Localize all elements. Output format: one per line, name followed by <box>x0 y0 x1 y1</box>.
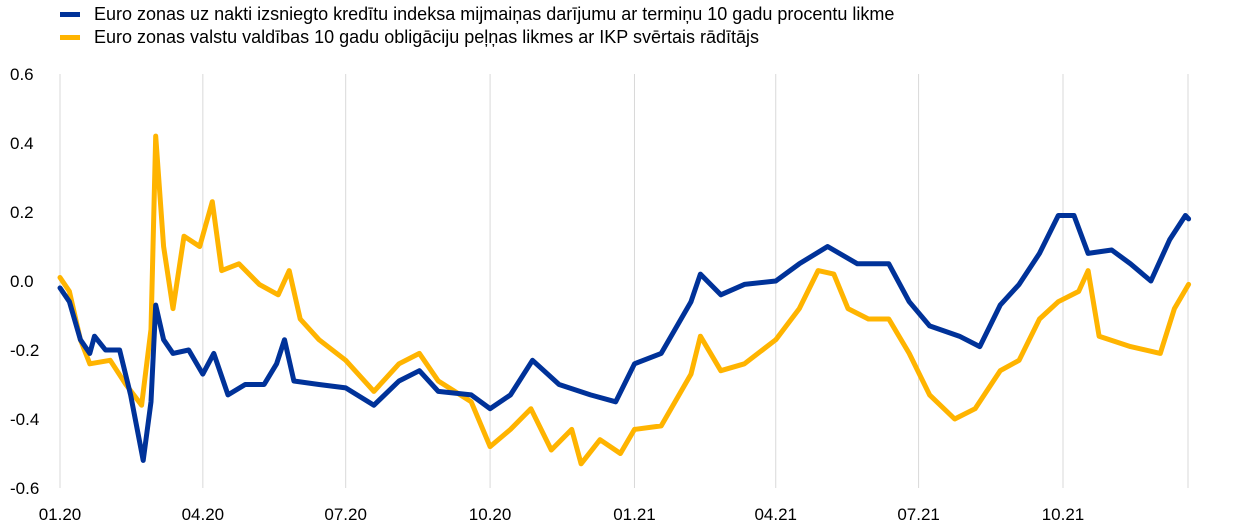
y-tick-label: 0.6 <box>10 65 34 84</box>
legend-item-bond-yield: Euro zonas valstu valdības 10 gadu oblig… <box>60 26 894 49</box>
series-line-ois-rate <box>57 213 1192 463</box>
x-tick-label: 10.20 <box>469 505 512 524</box>
y-tick-label: 0.2 <box>10 203 34 222</box>
chart-legend: Euro zonas uz nakti izsniegto kredītu in… <box>60 3 894 49</box>
x-tick-label: 10.21 <box>1042 505 1085 524</box>
x-tick-label: 01.21 <box>613 505 656 524</box>
x-axis: 01.20 04.20 07.20 10.20 01.21 04.21 07.21 10.21 <box>39 505 1085 524</box>
y-tick-label: -0.2 <box>10 341 39 360</box>
legend-swatch-blue <box>60 12 80 17</box>
x-tick-label: 07.20 <box>324 505 367 524</box>
legend-label: Euro zonas uz nakti izsniegto kredītu in… <box>94 4 895 24</box>
x-tick-label: 04.20 <box>182 505 225 524</box>
series-lines <box>57 133 1192 467</box>
legend-label: Euro zonas valstu valdības 10 gadu oblig… <box>94 27 760 47</box>
y-tick-label: -0.6 <box>10 479 39 498</box>
y-tick-label: -0.4 <box>10 410 39 429</box>
legend-item-ois-rate: Euro zonas uz nakti izsniegto kredītu in… <box>60 3 894 26</box>
legend-swatch-yellow <box>60 35 80 40</box>
x-tick-label: 01.20 <box>39 505 82 524</box>
x-tick-label: 04.21 <box>754 505 797 524</box>
y-tick-label: 0.0 <box>10 272 34 291</box>
series-line-bond-yield <box>57 133 1192 467</box>
x-tick-label: 07.21 <box>897 505 940 524</box>
y-axis: 0.6 0.4 0.2 0.0 -0.2 -0.4 -0.6 <box>10 65 39 498</box>
y-tick-label: 0.4 <box>10 134 34 153</box>
